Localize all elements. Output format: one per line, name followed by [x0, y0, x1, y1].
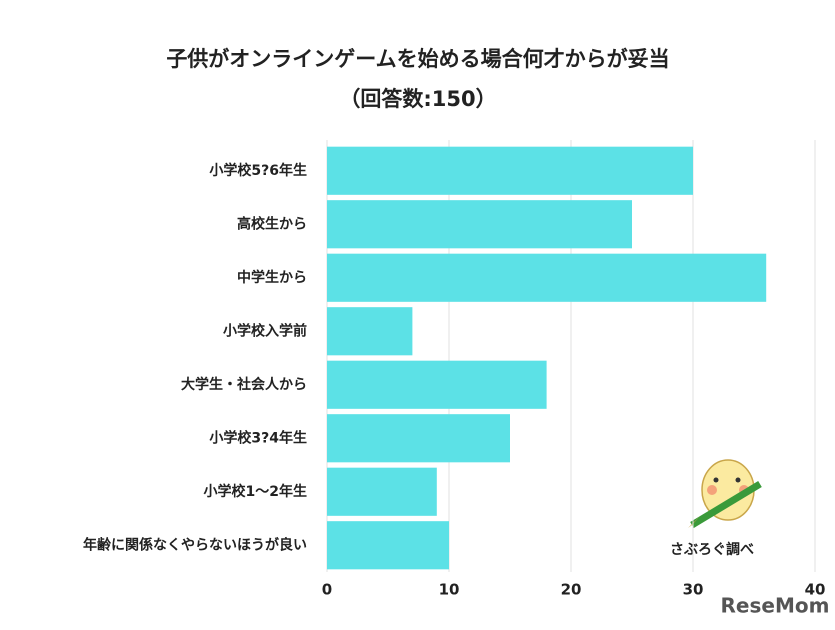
x-tick-label: 10	[439, 581, 460, 599]
bar	[327, 521, 449, 570]
chart-title: 子供がオンラインゲームを始める場合何才からが妥当	[166, 47, 669, 71]
x-tick-label: 20	[561, 581, 582, 599]
x-tick-label: 30	[683, 581, 704, 599]
y-tick-label: 高校生から	[237, 215, 307, 232]
watermark: ReseMom	[721, 594, 830, 618]
x-tick-label: 40	[805, 581, 826, 599]
x-tick-label: 0	[322, 581, 332, 599]
y-tick-label: 小学校入学前	[223, 322, 307, 339]
bar	[327, 307, 413, 356]
mascot	[688, 459, 762, 528]
chart-subtitle: （回答数:150）	[339, 87, 496, 111]
y-tick-label: 小学校5?6年生	[209, 162, 307, 179]
bar	[327, 467, 437, 516]
y-tick-label: 年齢に関係なくやらないほうが良い	[83, 536, 307, 553]
bar	[327, 414, 510, 463]
bar	[327, 146, 693, 195]
y-tick-label: 大学生・社会人から	[181, 376, 307, 393]
y-tick-label: 中学生から	[237, 269, 307, 286]
bar	[327, 360, 547, 409]
bar	[327, 253, 767, 302]
credit: さぶろぐ調べ	[670, 541, 754, 558]
y-tick-label: 小学校1〜2年生	[204, 483, 307, 500]
bar	[327, 200, 632, 249]
y-tick-label: 小学校3?4年生	[209, 429, 307, 446]
